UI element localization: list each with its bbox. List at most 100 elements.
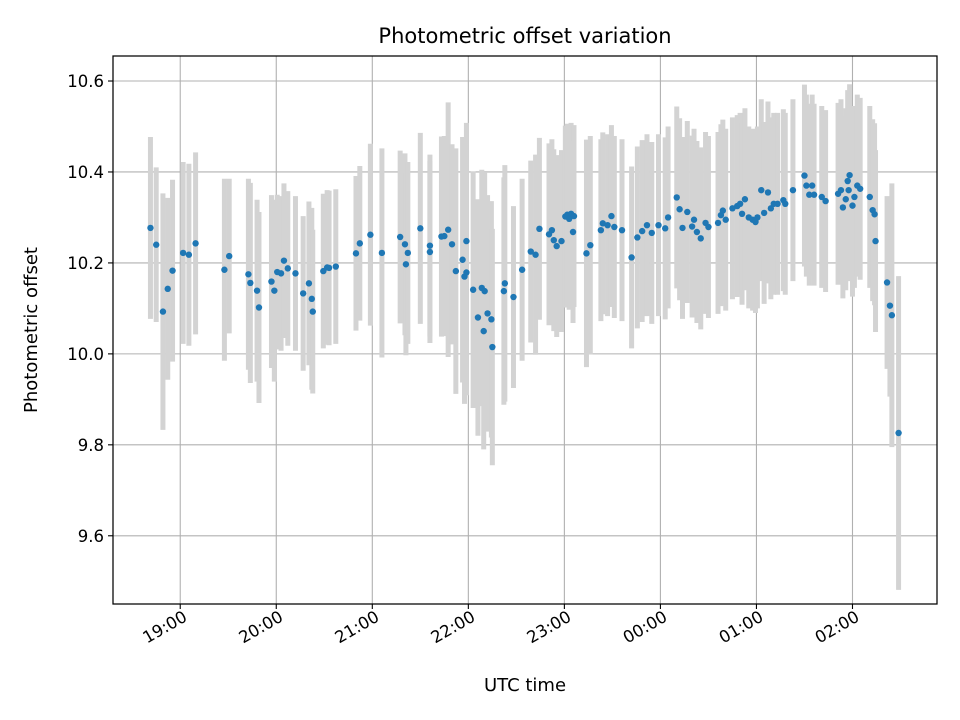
data-point bbox=[895, 429, 902, 437]
data-point bbox=[856, 185, 864, 192]
y-tick-label: 10.4 bbox=[67, 163, 104, 182]
data-point bbox=[308, 295, 315, 303]
data-point bbox=[459, 256, 466, 263]
data-point bbox=[664, 214, 672, 221]
data-point bbox=[481, 287, 488, 295]
data-point bbox=[643, 221, 651, 229]
data-point bbox=[871, 211, 878, 218]
x-axis-title: UTC time bbox=[484, 675, 566, 696]
data-point bbox=[679, 224, 686, 232]
y-tick-label: 9.8 bbox=[78, 436, 104, 455]
data-point bbox=[153, 241, 160, 248]
data-point bbox=[448, 241, 456, 248]
data-point bbox=[280, 257, 288, 264]
data-point bbox=[417, 225, 424, 232]
data-point bbox=[662, 225, 669, 232]
data-point bbox=[463, 269, 470, 276]
data-point bbox=[822, 197, 829, 205]
data-point bbox=[452, 267, 460, 275]
data-point bbox=[332, 263, 340, 270]
y-tick-label: 10.6 bbox=[67, 72, 104, 91]
data-point bbox=[676, 206, 683, 213]
data-point bbox=[480, 327, 487, 335]
data-point bbox=[673, 194, 680, 201]
data-point bbox=[484, 310, 491, 317]
data-point bbox=[284, 265, 291, 272]
data-point bbox=[550, 236, 558, 244]
data-point bbox=[185, 251, 193, 258]
data-point bbox=[501, 280, 509, 287]
data-point bbox=[839, 204, 847, 211]
data-point bbox=[693, 228, 701, 236]
data-point bbox=[844, 177, 851, 185]
data-point bbox=[803, 182, 810, 189]
data-point bbox=[367, 231, 374, 238]
data-point bbox=[754, 214, 761, 221]
data-point bbox=[299, 290, 307, 297]
data-point bbox=[599, 220, 606, 227]
data-point bbox=[271, 287, 278, 294]
data-point bbox=[147, 224, 154, 232]
data-point bbox=[806, 191, 813, 198]
data-point bbox=[872, 237, 879, 245]
data-point bbox=[247, 279, 254, 287]
data-point bbox=[226, 252, 233, 260]
data-point bbox=[404, 249, 412, 257]
data-point bbox=[801, 172, 808, 179]
data-point bbox=[553, 242, 560, 250]
data-point bbox=[697, 235, 704, 242]
data-point bbox=[774, 200, 781, 208]
data-point bbox=[818, 193, 825, 201]
data-point bbox=[722, 216, 729, 223]
data-point bbox=[684, 208, 691, 216]
data-point bbox=[638, 227, 646, 235]
data-point bbox=[810, 191, 818, 198]
data-point bbox=[159, 308, 167, 315]
data-point bbox=[488, 316, 495, 323]
data-point bbox=[469, 286, 477, 293]
data-point bbox=[402, 261, 410, 268]
data-point bbox=[169, 267, 176, 274]
data-point bbox=[741, 196, 749, 203]
data-point bbox=[426, 242, 434, 249]
data-point bbox=[719, 207, 727, 214]
data-point bbox=[164, 285, 171, 293]
data-point bbox=[565, 215, 573, 223]
data-point bbox=[611, 223, 618, 231]
data-point bbox=[532, 251, 539, 258]
plot-frame bbox=[112, 55, 938, 605]
data-point bbox=[587, 241, 594, 249]
data-point bbox=[634, 234, 641, 241]
data-point bbox=[489, 343, 496, 351]
data-point bbox=[558, 237, 565, 245]
data-point bbox=[758, 186, 765, 194]
chart-title: Photometric offset variation bbox=[378, 24, 671, 48]
data-point bbox=[714, 219, 722, 227]
data-point bbox=[325, 264, 333, 272]
data-point bbox=[378, 249, 386, 257]
data-point bbox=[352, 250, 360, 257]
data-point bbox=[474, 314, 482, 321]
data-point bbox=[356, 240, 364, 247]
data-point bbox=[888, 312, 896, 319]
data-point bbox=[401, 241, 409, 248]
data-point bbox=[179, 249, 187, 257]
data-point bbox=[597, 226, 605, 234]
data-point bbox=[309, 308, 316, 315]
y-axis-title: Photometric offset bbox=[21, 247, 42, 413]
data-point bbox=[245, 271, 252, 278]
data-point bbox=[738, 210, 746, 218]
data-point bbox=[536, 225, 543, 233]
y-tick-label: 10.0 bbox=[67, 345, 104, 364]
data-point bbox=[426, 248, 434, 256]
data-point bbox=[221, 266, 228, 273]
data-point bbox=[767, 205, 775, 212]
data-point bbox=[604, 221, 611, 229]
data-point bbox=[500, 287, 508, 295]
data-point bbox=[837, 186, 845, 194]
data-point bbox=[782, 200, 789, 208]
data-point bbox=[444, 226, 452, 233]
data-point bbox=[789, 186, 797, 194]
data-point bbox=[548, 226, 556, 234]
